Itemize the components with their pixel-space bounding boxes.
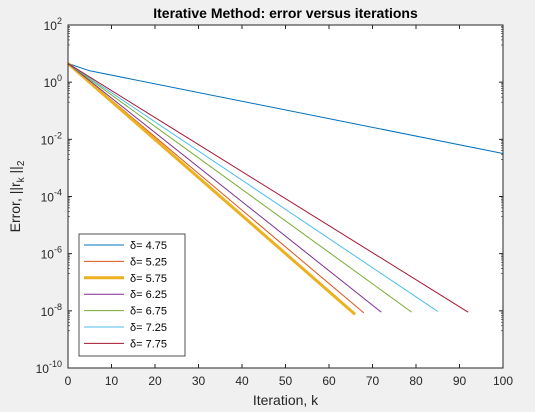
x-tick-label: 70 (366, 374, 380, 388)
y-axis-label-sub2: 2 (16, 160, 27, 166)
x-tick-label: 20 (148, 374, 162, 388)
x-tick-label: 50 (279, 374, 293, 388)
x-tick-label: 40 (235, 374, 249, 388)
legend-label: δ= 4.75 (130, 240, 167, 252)
x-tick-label: 10 (105, 374, 119, 388)
x-tick-label: 60 (322, 374, 336, 388)
legend-label: δ= 7.75 (130, 338, 167, 350)
legend-label: δ= 5.25 (130, 256, 167, 268)
legend: δ= 4.75 δ= 5.25 δ= 5.75 δ= 6.25 δ= 6.75 δ= 7.… (79, 234, 185, 356)
legend-label: δ= 7.25 (130, 322, 167, 334)
x-tick-label: 0 (65, 374, 72, 388)
x-tick-label: 100 (493, 374, 513, 388)
y-axis-label-main: Error, ||r (7, 182, 23, 232)
legend-label: δ= 6.25 (130, 289, 167, 301)
x-axis-label: Iteration, k (253, 392, 319, 408)
chart-title: Iterative Method: error versus iteration… (153, 5, 418, 21)
x-tick-label: 90 (453, 374, 467, 388)
x-tick-label: 30 (192, 374, 206, 388)
legend-label: δ= 6.75 (130, 306, 167, 318)
x-tick-label: 80 (409, 374, 423, 388)
y-axis-label-tail: || (7, 166, 23, 177)
legend-label: δ= 5.75 (130, 273, 167, 285)
